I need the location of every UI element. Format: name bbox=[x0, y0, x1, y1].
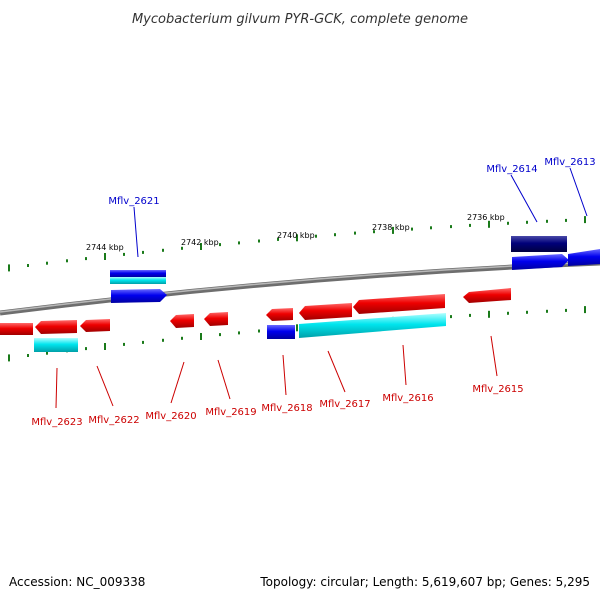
label-Mflv_2614[interactable]: Mflv_2614 bbox=[486, 164, 537, 175]
gene-Mflv_2619[interactable] bbox=[204, 312, 228, 326]
label-Mflv_2620[interactable]: Mflv_2620 bbox=[145, 411, 196, 422]
label-Mflv_2615[interactable]: Mflv_2615 bbox=[472, 384, 523, 395]
leader-lines bbox=[55, 167, 588, 409]
gene-Mflv_2615[interactable] bbox=[463, 288, 511, 303]
genome-backbone bbox=[0, 260, 600, 316]
label-Mflv_2618[interactable]: Mflv_2618 bbox=[261, 403, 312, 414]
gene-Mflv_2617[interactable] bbox=[299, 303, 446, 338]
inner-tick-row bbox=[8, 306, 586, 362]
gene-Mflv_2616[interactable] bbox=[353, 294, 445, 314]
gene-Mflv_2618[interactable] bbox=[266, 308, 295, 339]
gene-Mflv_2622[interactable] bbox=[35, 319, 110, 334]
label-Mflv_2622[interactable]: Mflv_2622 bbox=[88, 415, 139, 426]
gene-Mflv_2620[interactable] bbox=[170, 314, 194, 328]
scale-label-2738: 2738 kbp bbox=[372, 223, 410, 232]
scale-label-2742: 2742 kbp bbox=[181, 238, 219, 247]
accession-text: Accession: NC_009338 bbox=[9, 575, 145, 589]
label-Mflv_2616[interactable]: Mflv_2616 bbox=[382, 393, 433, 404]
scale-label-2744: 2744 kbp bbox=[86, 243, 124, 252]
topology-text: Topology: circular; Length: 5,619,607 bp… bbox=[259, 575, 590, 589]
scale-label-2736: 2736 kbp bbox=[467, 213, 505, 222]
gene-Mflv_2613[interactable] bbox=[568, 249, 600, 266]
label-Mflv_2623[interactable]: Mflv_2623 bbox=[31, 417, 82, 428]
gene-Mflv_2621[interactable] bbox=[110, 270, 167, 303]
label-Mflv_2617[interactable]: Mflv_2617 bbox=[319, 399, 370, 410]
label-Mflv_2619[interactable]: Mflv_2619 bbox=[205, 407, 256, 418]
label-Mflv_2621[interactable]: Mflv_2621 bbox=[108, 196, 159, 207]
gene-Mflv_2623[interactable] bbox=[0, 323, 78, 352]
gene-Mflv_2614[interactable] bbox=[511, 236, 569, 270]
scale-label-2740: 2740 kbp bbox=[277, 231, 315, 240]
label-Mflv_2613[interactable]: Mflv_2613 bbox=[544, 157, 595, 168]
outer-tick-row bbox=[8, 216, 586, 272]
map-title: Mycobacterium gilvum PYR-GCK, complete g… bbox=[132, 12, 468, 27]
